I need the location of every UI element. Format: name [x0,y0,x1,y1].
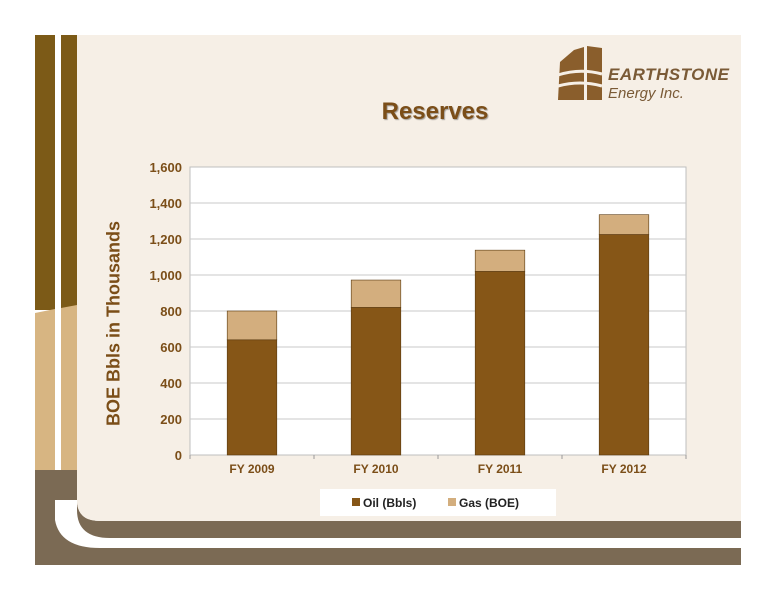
bar-oil-1 [350,307,402,456]
x-tick-labels: FY 2009 FY 2010 FY 2011 FY 2012 [189,455,687,476]
frame-bar-dark-inner [61,35,77,310]
y-tick-label: 1,200 [149,232,182,247]
bars [226,214,650,456]
x-tick-label: FY 2010 [353,462,398,476]
y-tick-label: 400 [160,376,182,391]
bar-oil-3 [598,234,650,456]
x-tick-label: FY 2012 [601,462,646,476]
logo-name: EARTHSTONE [608,65,730,84]
y-tick-label: 1,400 [149,196,182,211]
legend: Oil (Bbls) Gas (BOE) [320,489,556,516]
earthstone-logo-icon [557,46,603,100]
slide-title: Reserves [381,98,489,125]
bar-oil-0 [226,339,278,456]
y-tick-label: 0 [175,448,182,463]
legend-label-0: Oil (Bbls) [363,496,416,510]
y-tick-label: 1,000 [149,268,182,283]
legend-swatch-1 [448,498,456,506]
logo-subtitle: Energy Inc. [608,85,684,102]
bar-gas-2 [474,249,526,272]
bar-gas-0 [226,310,278,341]
frame-bar-tan-outer [35,309,55,470]
y-tick-label: 800 [160,304,182,319]
frame-lower-left [35,470,77,500]
y-tick-label: 200 [160,412,182,427]
frame-bottom-band [35,500,741,565]
bar-gas-3 [598,214,650,235]
bar-gas-1 [350,279,402,308]
x-tick-label: FY 2009 [229,462,274,476]
bar-oil-2 [474,271,526,456]
y-tick-labels: 0 200 400 600 800 1,000 1,200 1,400 1,600 [149,160,182,463]
frame-bar-tan-inner [61,305,77,470]
legend-swatch-0 [352,498,360,506]
x-tick-label: FY 2011 [478,462,523,476]
frame-bar-dark-outer [35,35,55,310]
y-tick-label: 1,600 [149,160,182,175]
legend-label-1: Gas (BOE) [459,496,519,510]
y-tick-label: 600 [160,340,182,355]
